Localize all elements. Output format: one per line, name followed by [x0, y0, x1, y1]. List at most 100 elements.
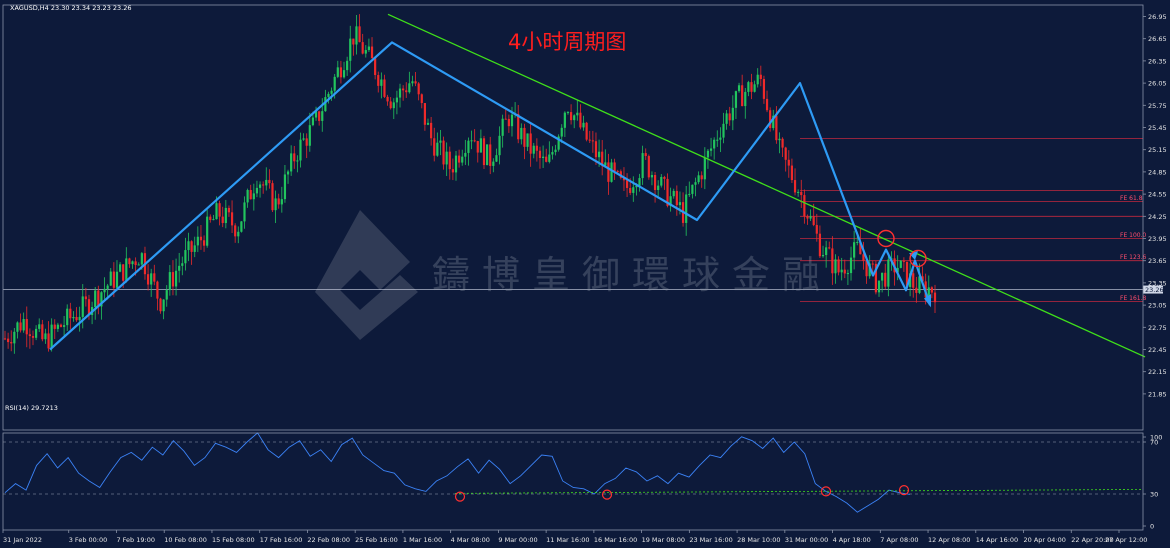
candle-body	[389, 101, 392, 109]
candle-body	[610, 162, 613, 182]
price-tick-label: 26.05	[1148, 80, 1167, 88]
rsi-tick-label: 30	[1150, 491, 1158, 499]
candle-body	[933, 292, 937, 303]
candle-body	[206, 216, 209, 246]
candle-body	[103, 288, 106, 293]
candle-body	[178, 265, 181, 271]
candle-body	[526, 133, 529, 147]
candle-body	[918, 276, 921, 293]
candle-body	[831, 248, 834, 274]
candle-body	[535, 145, 538, 151]
candle-body	[87, 299, 91, 315]
rsi-annotation-circle	[454, 491, 466, 502]
candle-body	[35, 328, 38, 338]
candle-body	[647, 156, 650, 178]
candle-body	[13, 331, 16, 344]
price-tick-label: 25.15	[1148, 146, 1167, 154]
candle-body	[137, 264, 140, 266]
price-tick-label: 24.25	[1148, 213, 1167, 221]
candle-body	[859, 241, 862, 255]
candle-body	[25, 319, 28, 335]
candle-body	[199, 236, 203, 241]
rsi-support-line	[454, 489, 1143, 494]
candle-body	[899, 260, 902, 268]
candle-body	[507, 118, 510, 127]
candle-body	[781, 138, 784, 148]
candle-body	[862, 254, 865, 261]
candle-body	[392, 102, 395, 109]
candle-body	[797, 191, 800, 193]
candle-body	[849, 257, 853, 274]
time-tick-label: 17 Feb 16:00	[260, 536, 303, 544]
rsi-annotation-circle	[820, 486, 832, 497]
candle-body	[632, 187, 635, 193]
time-tick-label: 12 Apr 08:00	[928, 536, 970, 544]
candle-body	[230, 212, 234, 226]
candle-body	[78, 316, 81, 321]
candle-body	[520, 127, 523, 140]
candle-body	[579, 112, 582, 128]
candle-body	[445, 151, 448, 165]
price-tick-label: 22.45	[1148, 346, 1167, 354]
candle-body	[153, 273, 156, 282]
candle-body	[181, 263, 184, 266]
candle-body	[94, 290, 97, 308]
candle-body	[846, 273, 850, 275]
price-tick-label: 26.95	[1148, 13, 1167, 21]
candle-body	[495, 155, 498, 162]
candle-body	[243, 202, 246, 222]
watermark-text: 鑄博皇御環球金融	[432, 253, 832, 297]
current-price-tag	[1143, 285, 1163, 294]
axes: 26.95 26.65 26.35 26.05 25.75 25.45 25.15 24.85…	[2, 4, 1167, 544]
candle-body	[386, 96, 389, 102]
time-tick-label: 7 Apr 08:00	[880, 536, 918, 544]
candle-body	[759, 74, 762, 80]
candle-body	[896, 267, 899, 273]
candle-body	[566, 112, 570, 114]
candle-body	[470, 140, 473, 142]
candle-body	[159, 298, 162, 312]
candle-body	[585, 122, 588, 140]
candle-body	[498, 135, 501, 156]
candle-body	[927, 287, 930, 298]
price-tick-label: 22.75	[1148, 324, 1167, 332]
time-tick-label: 22 Apr 20:00	[1071, 536, 1113, 544]
price-tick-label: 26.65	[1148, 35, 1167, 43]
rsi-tick-label: 70	[1150, 439, 1158, 447]
candle-body	[517, 113, 520, 140]
candle-body	[871, 263, 874, 265]
candle-body	[666, 178, 669, 206]
candle-body	[541, 156, 545, 158]
candle-body	[709, 148, 713, 151]
rsi-panel	[3, 432, 1143, 513]
candle-body	[629, 187, 632, 193]
candle-body	[713, 139, 716, 149]
candle-body	[75, 317, 78, 321]
candle-body	[221, 216, 224, 224]
chart-title: 4小时周期图	[508, 30, 626, 54]
time-tick-label: 14 Apr 16:00	[976, 536, 1018, 544]
candle-body	[417, 83, 420, 95]
candle-body	[311, 117, 315, 126]
time-tick-label: 15 Feb 08:00	[212, 536, 255, 544]
candle-body	[426, 122, 430, 125]
candle-body	[283, 174, 287, 200]
wave-arrow-head	[924, 294, 931, 308]
candle-body	[588, 139, 591, 141]
candle-body	[762, 79, 766, 99]
candle-body	[271, 183, 274, 211]
price-tick-label: 25.75	[1148, 102, 1167, 110]
candle-body	[448, 151, 451, 170]
wave-path	[49, 41, 932, 351]
candle-body	[321, 111, 324, 121]
candle-body	[510, 114, 514, 127]
candle-body	[597, 151, 601, 158]
candle-body	[775, 115, 778, 141]
candle-body	[657, 185, 660, 190]
candle-body	[7, 338, 10, 343]
price-tick-label: 23.35	[1148, 279, 1167, 287]
time-tick-label: 20 Apr 04:00	[1024, 536, 1066, 544]
candle-body	[395, 97, 399, 103]
candle-body	[644, 153, 647, 157]
